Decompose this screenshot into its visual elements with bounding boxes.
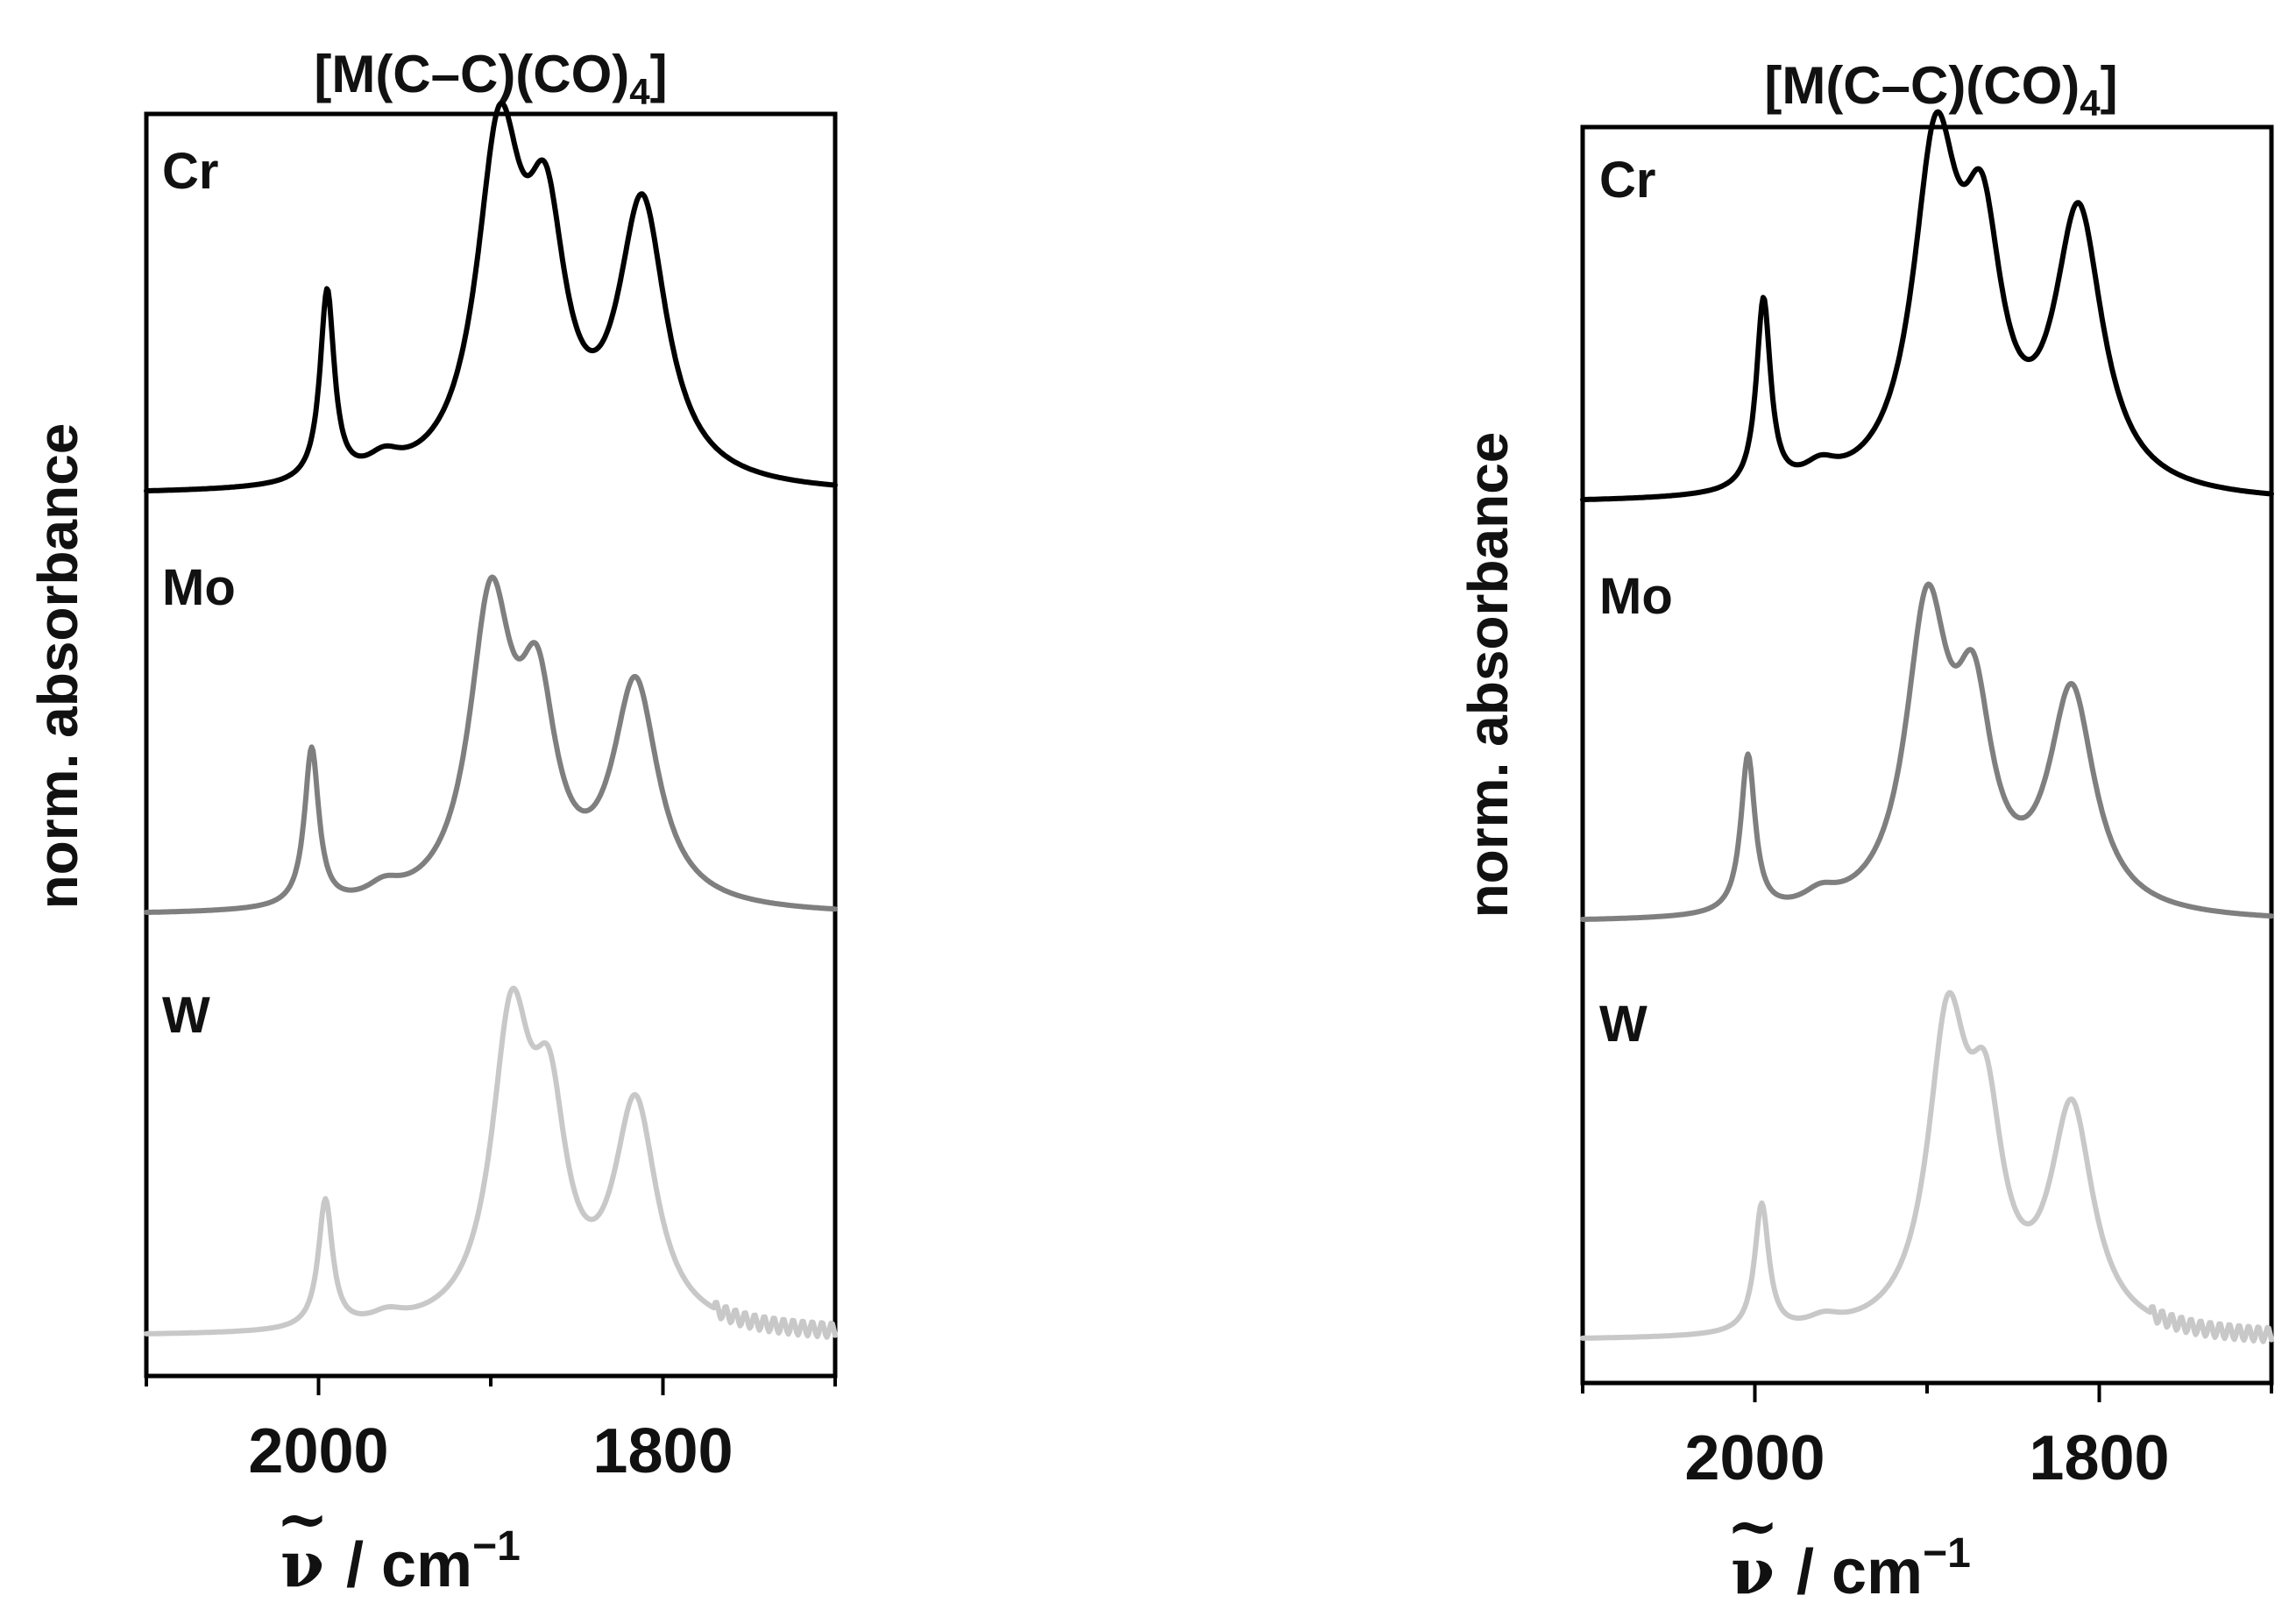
- series-label-cr: Cr: [162, 143, 218, 200]
- series-line-cr: [1580, 109, 2274, 503]
- plot-frame: [1580, 124, 2274, 1386]
- x-label-unit-text: / cm: [346, 1530, 472, 1600]
- chart-title: [M(C–C)(CO)4]: [314, 45, 667, 112]
- series-label-mo: Mo: [1599, 568, 1673, 625]
- x-tick-label: 2000: [248, 1416, 388, 1486]
- x-tick-label: 1800: [592, 1416, 733, 1486]
- x-label-unit: / cm−1: [346, 1523, 521, 1600]
- series-label-mo: Mo: [162, 559, 236, 616]
- x-label-symbol: ν: [280, 1527, 324, 1601]
- x-label-unit-text: / cm: [1796, 1537, 1923, 1607]
- x-label-unit: / cm−1: [1796, 1530, 1971, 1607]
- title-subscript: 4: [2080, 82, 2101, 124]
- series-label-w: W: [1599, 996, 1648, 1053]
- series-line-w: [1580, 989, 2274, 1344]
- series-label-w: W: [162, 987, 210, 1044]
- title-main: [M(C–C)(CO): [314, 45, 629, 103]
- y-axis-label: norm. absorbance: [26, 423, 89, 910]
- x-label-tilde: ~: [1726, 1488, 1779, 1563]
- series-line-w: [144, 985, 838, 1340]
- title-main: [M(C–C)(CO): [1764, 56, 2080, 115]
- x-tick-label: 2000: [1684, 1423, 1825, 1493]
- series-line-mo: [1580, 581, 2274, 922]
- plot-frame: [144, 111, 838, 1379]
- series-line-cr: [144, 100, 838, 494]
- x-label-tilde: ~: [276, 1481, 329, 1556]
- x-label-exponent: −1: [1923, 1530, 1971, 1577]
- series-label-cr: Cr: [1599, 152, 1655, 209]
- x-tick-label: 1800: [2029, 1423, 2169, 1493]
- title-end: ]: [2101, 56, 2118, 115]
- chart-title: [M(C–C)(CO)4]: [1764, 56, 2117, 124]
- x-label-exponent: −1: [472, 1523, 521, 1570]
- x-label-symbol: ν: [1731, 1534, 1775, 1608]
- title-end: ]: [650, 45, 668, 103]
- title-subscript: 4: [629, 71, 650, 112]
- y-axis-label: norm. absorbance: [1456, 432, 1520, 918]
- series-line-mo: [144, 574, 838, 915]
